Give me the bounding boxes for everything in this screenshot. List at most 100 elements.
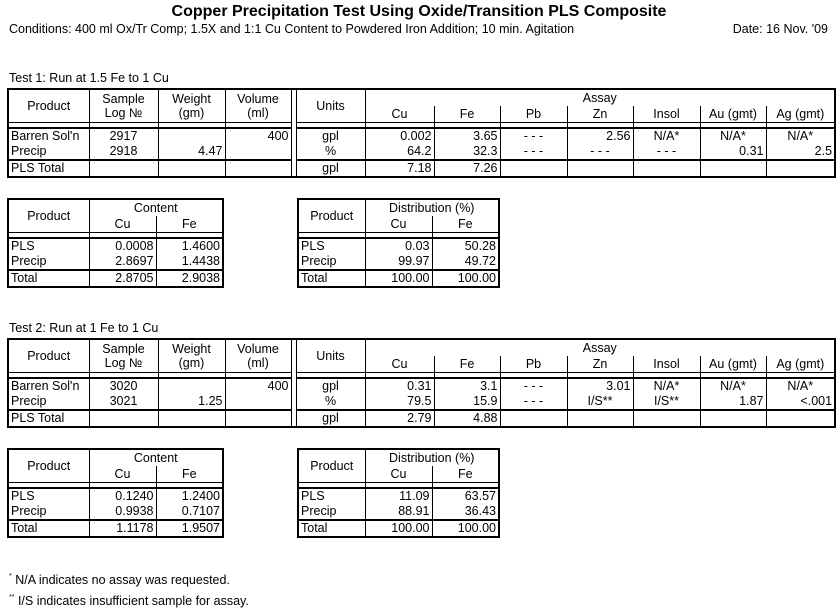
cell-product: Precip [297,254,365,270]
cell-text: Distribution (%) [389,200,475,215]
cell-text: Assay [582,90,617,105]
spacer-cell [224,372,291,379]
cell-text: Precip [301,254,337,268]
spacer-cell [7,232,89,239]
table-row: PLS Total gpl 7.18 7.26 [7,159,836,177]
test-label: Test 1: Run at 1.5 Fe to 1 Cu [9,71,169,85]
cell-cu: 0.9938 [88,504,156,520]
footnote-mark: ** [9,594,15,601]
table-row: Precip 2918 4.47% 64.2 32.3 - - - - - - - - - 0.… [7,144,836,160]
cell-text: Sample [102,342,145,356]
cell-units: gpl [295,409,365,427]
header-assay: Assay [364,339,836,356]
cell-text: Total [301,271,328,285]
cell-text: Cu [114,216,131,231]
cell-product: Precip [7,254,89,270]
cell-text: Cu [390,466,407,481]
cell-text: PLS Total [11,161,65,175]
spacer-cell [155,482,223,489]
header-volume: Volume (ml) [224,89,291,123]
footnote-text: N/A indicates no assay was requested. [15,573,230,587]
cell-text: 2.9038 [181,271,220,285]
cell-assay-cu: 64.2 [364,144,434,160]
cell-text: 2917 [109,129,138,143]
cell-assay-au: 0.31 [699,144,766,160]
cell-text: <.001 [800,394,833,408]
cell-product: PLS Total [7,409,89,427]
spacer-cell [431,232,499,239]
cell-text: 100.00 [457,271,496,285]
cell-text: 88.91 [398,504,430,518]
cell-fe: 100.00 [431,519,499,537]
cell-text: 2.8697 [115,254,154,268]
spacer-cell [155,232,223,239]
header-assay: Assay [364,89,836,106]
cell-text: Fe [181,466,197,481]
cell-cu: 2.8697 [88,254,156,270]
spacer-cell [499,122,567,129]
header-assay-ag: Ag (gmt) [765,356,836,373]
cell-text: Precip [11,394,47,408]
footnote-is: ** I/S indicates insufficient sample for… [9,594,249,608]
cell-text: 1.87 [739,394,764,408]
cell-assay-insol [632,159,700,177]
cell-text: Product [27,458,71,473]
cell-text: Log № [104,356,143,370]
cell-text: Pb [525,106,542,121]
distribution-table: Product Distribution (%) Cu Fe PLS 0.03 50.28 P… [297,198,500,288]
cell-text: 1.1178 [116,521,154,535]
header-cu: Cu [88,216,156,233]
cell-product: PLS [7,488,89,504]
cell-assay-pb: - - - [499,128,567,144]
cell-assay-au [699,159,766,177]
header-assay-cu: Cu [364,356,434,373]
cell-text: 0.7107 [181,504,220,518]
cell-text: N/A* [653,379,680,393]
cell-assay-zn: - - - [566,144,633,160]
cell-text: 2.8705 [115,271,154,285]
cell-product: Precip [7,144,89,160]
cell-text: 0.9938 [115,504,154,518]
cell-text: Product [310,208,354,223]
cell-text: 4.47 [198,144,223,158]
cell-text: Fe [457,216,473,231]
table-row: Total 1.1178 1.9507 [7,519,223,537]
cell-text: I/S** [653,394,679,408]
cell-assay-ag: <.001 [765,394,836,410]
cell-text: 0.03 [405,239,430,253]
cell-text: (ml) [247,106,269,120]
spacer-cell [566,372,633,379]
cell-text: - - - [523,129,544,143]
cell-assay-ag: N/A* [765,378,836,394]
cell-text: 1.4438 [181,254,220,268]
spacer-cell [632,122,700,129]
cell-text: - - - [590,144,610,158]
cell-fe: 1.2400 [155,488,223,504]
table-row: PLS 11.09 63.57 [297,488,499,504]
spacer-cell [7,122,89,129]
cell-text: 3.65 [473,129,498,143]
assay-table: Product Sample Log № Weight (gm) Volume (ml) Un… [7,338,837,428]
footnote-mark: * [9,573,12,580]
cell-assay-ag: N/A* [765,128,836,144]
cell-text: Content [133,450,178,465]
header-distribution: Distribution (%) [364,449,499,466]
cell-text: 2.79 [407,411,432,425]
cell-text: Cu [391,356,408,371]
conditions-text: Conditions: 400 ml Ox/Tr Comp; 1.5X and … [9,22,575,36]
spacer-cell [88,372,158,379]
header-assay-fe: Fe [433,106,500,123]
cell-text: Ag (gmt) [776,356,825,371]
spacer-cell [157,372,225,379]
cell-units: % [295,394,365,410]
cell-product: PLS [7,238,89,254]
cell-assay-zn: 2.56 [566,128,633,144]
cell-text: 1.25 [198,394,223,408]
cell-text: - - - [656,144,677,158]
cell-assay-cu: 2.79 [364,409,434,427]
cell-text: 0.31 [407,379,432,393]
spacer-cell [566,122,633,129]
cell-text: 2.5 [814,144,833,158]
cell-fe: 1.9507 [155,519,223,537]
date-text: Date: 16 Nov. '09 [732,22,828,36]
